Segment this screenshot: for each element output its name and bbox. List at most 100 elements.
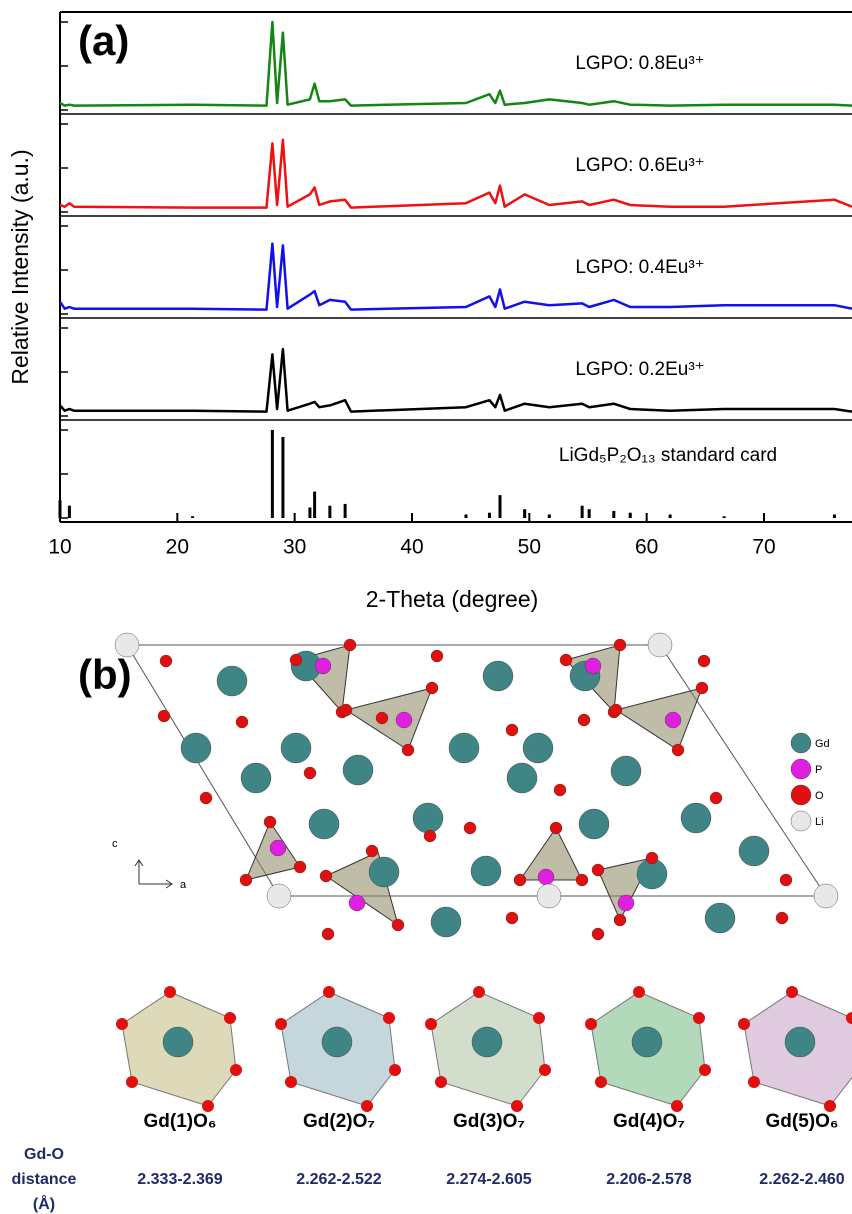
o-atom <box>672 744 684 756</box>
legend-swatch <box>791 733 811 753</box>
gd-atom <box>322 1027 352 1057</box>
pattern-line <box>60 349 852 412</box>
legend-label: Li <box>815 816 824 828</box>
o-atom <box>710 792 722 804</box>
axis-label: c <box>112 838 118 850</box>
o-atom <box>748 1076 760 1088</box>
x-tick-label: 50 <box>518 536 541 559</box>
o-atom <box>698 655 710 667</box>
row-header: Gd-O <box>24 1146 64 1163</box>
series-name: LGPO: 0.6Eu³⁺ <box>575 155 704 176</box>
legend-label: O <box>815 790 824 802</box>
legend-label: Gd <box>815 738 830 750</box>
p-atom <box>585 658 601 674</box>
o-atom <box>610 704 622 716</box>
o-atom <box>646 852 658 864</box>
distance-range: 2.206-2.578 <box>606 1171 692 1188</box>
gd-atom <box>523 733 553 763</box>
tetrahedron <box>346 688 432 750</box>
pattern-line <box>60 22 852 106</box>
o-atom <box>780 874 792 886</box>
gd-atom <box>413 803 443 833</box>
gd-atom <box>632 1027 662 1057</box>
o-atom <box>126 1076 138 1088</box>
o-atom <box>344 639 356 651</box>
o-atom <box>376 712 388 724</box>
p-atom <box>396 712 412 728</box>
li-atom <box>537 884 561 908</box>
o-atom <box>431 650 443 662</box>
li-atom <box>814 884 838 908</box>
p-atom <box>618 895 634 911</box>
polyhedron-name: Gd(5)O₆ <box>765 1111 838 1132</box>
o-atom <box>230 1064 242 1076</box>
series-name: LGPO: 0.8Eu³⁺ <box>575 53 704 74</box>
gd-atom <box>739 836 769 866</box>
o-atom <box>738 1018 750 1030</box>
gd-atom <box>449 733 479 763</box>
o-atom <box>160 655 172 667</box>
o-atom <box>585 1018 597 1030</box>
series-name: LGPO: 0.4Eu³⁺ <box>575 257 704 278</box>
legend-swatch <box>791 785 811 805</box>
legend-swatch <box>791 759 811 779</box>
gd-atom <box>241 763 271 793</box>
gd-atom <box>611 756 641 786</box>
polyhedron-name: Gd(3)O₇ <box>453 1111 525 1132</box>
o-atom <box>578 714 590 726</box>
p-atom <box>349 895 365 911</box>
o-atom <box>158 710 170 722</box>
panel-label: (b) <box>78 651 132 698</box>
o-atom <box>425 1018 437 1030</box>
distance-range: 2.333-2.369 <box>137 1171 223 1188</box>
p-atom <box>538 869 554 885</box>
legend-swatch <box>791 811 811 831</box>
o-atom <box>294 861 306 873</box>
o-atom <box>533 1012 545 1024</box>
o-atom <box>392 919 404 931</box>
o-atom <box>514 874 526 886</box>
gd-atom <box>343 755 373 785</box>
o-atom <box>592 864 604 876</box>
o-atom <box>473 986 485 998</box>
o-atom <box>164 986 176 998</box>
o-atom <box>290 654 302 666</box>
o-atom <box>340 704 352 716</box>
axis-label: a <box>180 879 187 891</box>
o-atom <box>554 784 566 796</box>
x-tick-label: 30 <box>283 536 306 559</box>
o-atom <box>699 1064 711 1076</box>
li-atom <box>648 633 672 657</box>
series-name: LGPO: 0.2Eu³⁺ <box>575 359 704 380</box>
distance-range: 2.262-2.522 <box>296 1171 382 1188</box>
gd-atom <box>369 857 399 887</box>
gd-atom <box>163 1027 193 1057</box>
o-atom <box>786 986 798 998</box>
polyhedron-name: Gd(2)O₇ <box>303 1111 375 1132</box>
o-atom <box>506 912 518 924</box>
o-atom <box>576 874 588 886</box>
gd-atom <box>579 809 609 839</box>
gd-atom <box>431 907 461 937</box>
pattern-line <box>60 244 852 310</box>
o-atom <box>389 1064 401 1076</box>
gd-atom <box>483 661 513 691</box>
o-atom <box>595 1076 607 1088</box>
x-tick-label: 10 <box>48 536 71 559</box>
distance-range: 2.262-2.460 <box>759 1171 845 1188</box>
gd-atom <box>507 763 537 793</box>
li-atom <box>267 884 291 908</box>
o-atom <box>383 1012 395 1024</box>
o-atom <box>116 1018 128 1030</box>
o-atom <box>506 724 518 736</box>
o-atom <box>402 744 414 756</box>
o-atom <box>693 1012 705 1024</box>
o-atom <box>224 1012 236 1024</box>
x-tick-label: 40 <box>400 536 423 559</box>
x-tick-label: 60 <box>635 536 658 559</box>
x-tick-label: 70 <box>752 536 775 559</box>
o-atom <box>285 1076 297 1088</box>
row-header: (Å) <box>33 1194 55 1213</box>
o-atom <box>240 874 252 886</box>
o-atom <box>264 816 276 828</box>
